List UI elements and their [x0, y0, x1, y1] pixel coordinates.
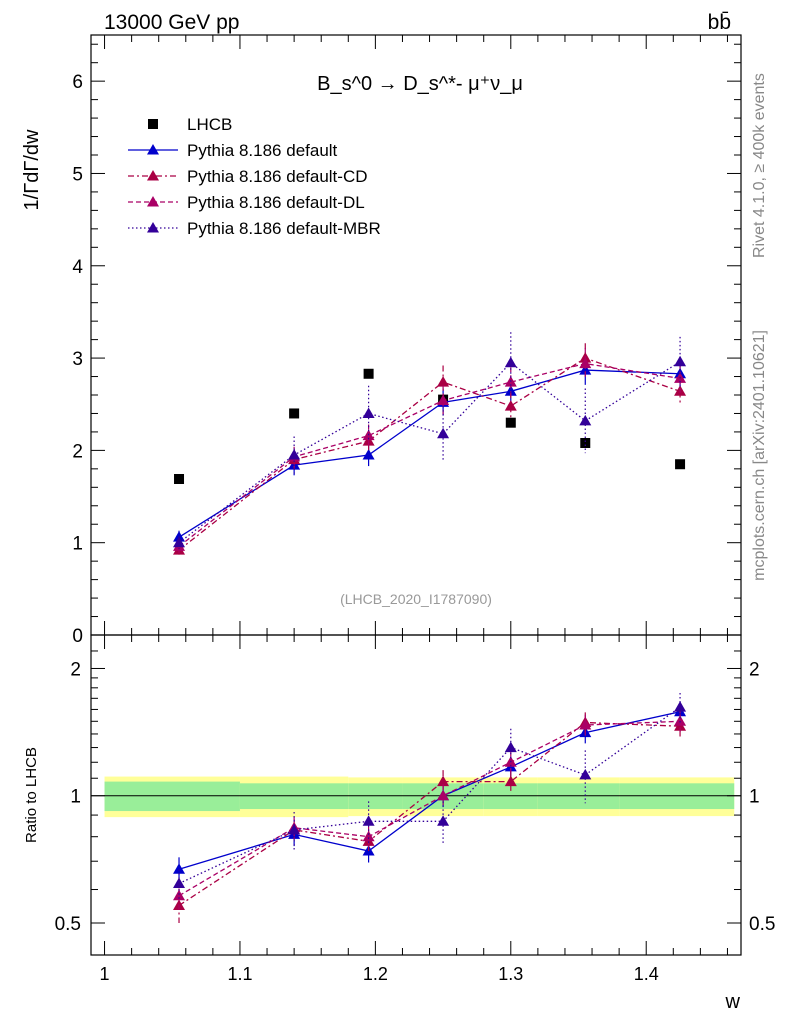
y-tick-label: 6	[72, 72, 83, 93]
legend-label: Pythia 8.186 default	[187, 141, 338, 160]
y-tick-label: 1	[72, 534, 83, 555]
main-solid-line	[178, 369, 681, 538]
y-tick-label: 1	[70, 787, 81, 808]
ratio-dotted-point	[579, 768, 592, 780]
main-dotted-point	[288, 449, 301, 460]
lhcb-point	[505, 417, 516, 428]
chart-title: B_s^0 → D_s^*- μ⁺ν_μ	[317, 73, 523, 95]
main-solid-point	[579, 364, 592, 375]
main-solid-point	[504, 385, 517, 396]
ratio-dotted-point	[288, 823, 301, 835]
x-tick-label: 1.4	[634, 964, 659, 984]
ratio-dotted-point	[674, 701, 687, 712]
main-dashdot-point	[437, 376, 450, 387]
y-tick-label-right: 2	[749, 659, 760, 680]
ratio-dashdot-point	[504, 775, 517, 787]
main-dotted-point	[173, 536, 186, 548]
y-tick-label: 2	[70, 659, 81, 680]
legend-marker	[147, 170, 159, 181]
header-left: 13000 GeV pp	[104, 11, 239, 34]
ratio-dashed-point	[579, 718, 592, 730]
x-axis-label: w	[725, 991, 741, 1013]
ratio-dotted-point	[504, 741, 517, 753]
y-tick-label: 3	[72, 349, 83, 370]
legend-marker	[147, 222, 159, 233]
lhcb-point	[363, 368, 374, 379]
side-note-bottom: mcplots.cern.ch [arXiv:2401.10621]	[751, 330, 768, 581]
header-right: bb̄	[708, 11, 731, 34]
legend-marker	[147, 196, 159, 207]
main-dotted-line	[178, 361, 681, 544]
main-dotted-point	[504, 356, 517, 368]
ratio-dashed-point	[674, 715, 687, 726]
main-dashed-point	[437, 394, 450, 406]
lhcb-point	[580, 438, 591, 448]
lhcb-point	[289, 408, 300, 419]
x-tick-label: 1.3	[498, 964, 523, 984]
main-dotted-point	[362, 407, 375, 418]
ratio-frame	[90, 634, 742, 956]
ratio-dashed-point	[362, 830, 375, 842]
analysis-label: (LHCB_2020_I1787090)	[340, 591, 492, 607]
ratio-dotted-point	[173, 877, 186, 888]
y-tick-label: 5	[72, 164, 83, 185]
legend-marker-lhcb	[148, 119, 158, 129]
ratio-dashed-point	[173, 889, 186, 901]
main-panel: 0 1 2 3 4 5 6	[72, 34, 742, 647]
main-dotted-point	[579, 414, 592, 426]
lhcb-point	[174, 474, 185, 484]
x-tick-label: 1.2	[363, 964, 388, 984]
legend-label: Pythia 8.186 default-CD	[187, 167, 368, 186]
y-tick-label: 0.5	[55, 914, 81, 935]
ratio-dotted-point	[362, 815, 375, 826]
side-note-top: Rivet 4.1.0, ≥ 400k events	[751, 73, 768, 258]
ratio-solid-point	[173, 863, 186, 874]
ratio-dashed-point	[437, 789, 450, 801]
y-tick-label-right: 0.5	[749, 914, 775, 935]
main-dashed-point	[579, 357, 592, 369]
ratio-dotted-point	[437, 815, 450, 826]
main-solid-point	[362, 449, 375, 460]
main-dashed-line	[178, 362, 681, 547]
lhcb-point	[675, 459, 686, 470]
x-tick-label: 1.1	[227, 964, 252, 984]
y-tick-label: 0	[72, 626, 83, 647]
legend: LHCB Pythia 8.186 default Pythia 8.186 def…	[128, 115, 381, 238]
main-dashdot-point	[362, 435, 375, 446]
main-dotted-point	[437, 427, 450, 439]
y-tick-label: 4	[72, 257, 83, 278]
ratio-dashdot-point	[437, 775, 450, 787]
legend-label: Pythia 8.186 default-DL	[187, 193, 365, 212]
y-axis-label-ratio: Ratio to LHCB	[23, 747, 40, 843]
legend-label: Pythia 8.186 default-MBR	[187, 219, 381, 238]
y-tick-label-right: 1	[749, 787, 760, 808]
main-dashdot-line	[178, 357, 681, 551]
y-tick-label: 2	[72, 441, 83, 462]
band-inner	[104, 781, 240, 812]
legend-marker	[147, 144, 159, 155]
main-dashdot-point	[504, 400, 517, 411]
legend-label: LHCB	[187, 115, 232, 134]
y-axis-label-main: 1/ΓdΓ/dw	[21, 129, 43, 211]
main-dotted-point	[674, 355, 687, 367]
ratio-panel: 1 1.1 1.2 1.3 1.4 0.5 0.5 1 1 2 2	[55, 634, 775, 984]
x-tick-label: 1	[100, 964, 110, 984]
